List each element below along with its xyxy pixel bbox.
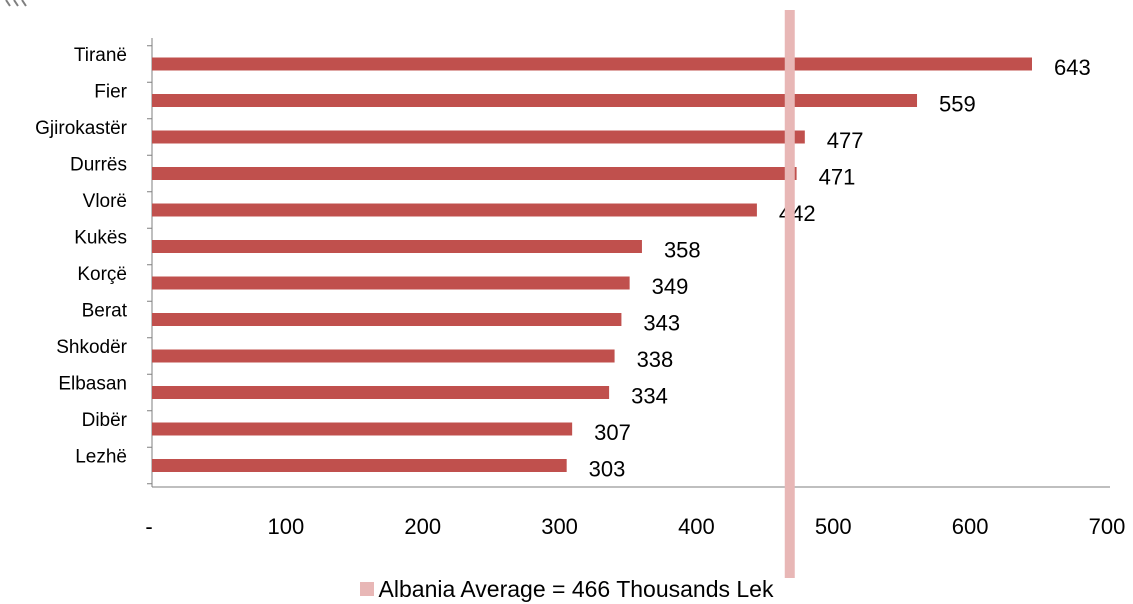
x-tick-label: 100 bbox=[267, 514, 304, 539]
category-label: Shkodër bbox=[56, 337, 127, 358]
data-label: 343 bbox=[643, 311, 680, 336]
bar bbox=[152, 422, 573, 436]
data-label: 334 bbox=[631, 384, 668, 409]
x-tick-label: 300 bbox=[541, 514, 578, 539]
bar bbox=[152, 313, 622, 326]
bar bbox=[152, 130, 805, 144]
x-tick-label: 600 bbox=[952, 514, 989, 539]
category-label: Fier bbox=[94, 82, 127, 103]
category-label: Tiranë bbox=[74, 45, 127, 66]
bar bbox=[152, 167, 797, 180]
cropped-title-fragment bbox=[5, 0, 27, 7]
data-label: 349 bbox=[652, 274, 689, 299]
data-label: 358 bbox=[664, 238, 701, 263]
category-label: Gjirokastër bbox=[35, 118, 128, 139]
legend-label: Albania Average = 466 Thousands Lek bbox=[378, 576, 774, 602]
category-label: Durrës bbox=[70, 155, 127, 176]
legend-swatch bbox=[359, 582, 374, 596]
category-label: Korçë bbox=[77, 264, 127, 285]
x-tick-label: - bbox=[145, 514, 152, 539]
category-label: Berat bbox=[82, 301, 128, 322]
bar bbox=[152, 57, 1032, 71]
bar bbox=[152, 276, 630, 290]
data-label: 303 bbox=[589, 457, 626, 482]
bar bbox=[152, 459, 567, 472]
data-label: 307 bbox=[594, 420, 631, 445]
bar bbox=[152, 349, 615, 363]
category-label: Kukës bbox=[74, 228, 127, 249]
category-label: Dibër bbox=[82, 410, 128, 431]
category-label: Lezhë bbox=[75, 447, 127, 468]
bar bbox=[152, 386, 610, 399]
data-label: 559 bbox=[939, 92, 976, 117]
data-label: 442 bbox=[779, 201, 816, 226]
bar bbox=[152, 203, 757, 217]
bar bbox=[152, 94, 918, 107]
legend: Albania Average = 466 Thousands Lek bbox=[0, 576, 1133, 602]
bar bbox=[152, 240, 642, 253]
x-tick-label: 700 bbox=[1089, 514, 1126, 539]
x-tick-label: 500 bbox=[815, 514, 852, 539]
data-label: 643 bbox=[1054, 55, 1091, 80]
data-label: 477 bbox=[827, 128, 864, 153]
category-label: Vlorë bbox=[83, 191, 127, 212]
x-tick-label: 200 bbox=[404, 514, 441, 539]
data-label: 338 bbox=[637, 347, 674, 372]
category-label: Elbasan bbox=[58, 374, 127, 395]
average-reference-line bbox=[784, 10, 795, 578]
data-label: 471 bbox=[819, 165, 856, 190]
x-tick-label: 400 bbox=[678, 514, 715, 539]
